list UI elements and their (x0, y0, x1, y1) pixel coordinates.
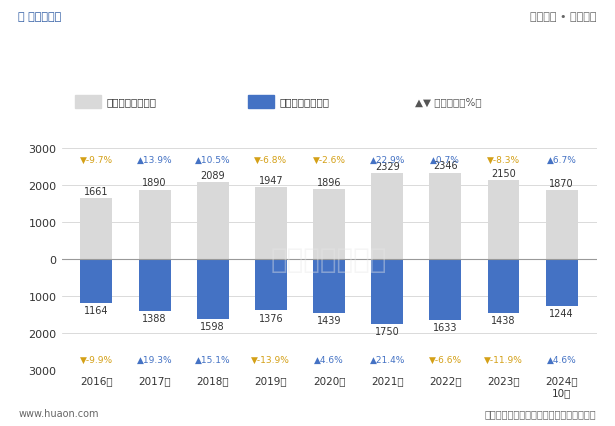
Text: 2150: 2150 (491, 168, 516, 178)
Text: ▲21.4%: ▲21.4% (370, 355, 405, 364)
Text: www.huaon.com: www.huaon.com (18, 408, 99, 418)
Text: 1750: 1750 (375, 327, 400, 337)
Bar (313, 190, 345, 260)
Bar (313, 260, 345, 313)
Bar (371, 174, 403, 260)
Text: 1633: 1633 (433, 322, 458, 332)
Text: 2346: 2346 (433, 161, 458, 171)
Text: ▲13.9%: ▲13.9% (137, 156, 172, 165)
Text: ▼-8.3%: ▼-8.3% (487, 156, 520, 165)
Bar (371, 260, 403, 325)
Text: ▼-2.6%: ▼-2.6% (312, 156, 346, 165)
Bar (488, 181, 520, 260)
Text: ▲15.1%: ▲15.1% (195, 355, 231, 364)
Text: ▲22.9%: ▲22.9% (370, 156, 405, 165)
Bar (197, 260, 229, 319)
Text: 1661: 1661 (84, 186, 109, 196)
Bar (488, 260, 520, 313)
Text: ▼-6.8%: ▼-6.8% (255, 156, 287, 165)
Text: ▲4.6%: ▲4.6% (314, 355, 344, 364)
Text: 1870: 1870 (549, 178, 574, 189)
Bar (197, 183, 229, 260)
Bar (81, 199, 113, 260)
Text: 进口额（亿美元）: 进口额（亿美元） (279, 97, 329, 107)
Text: 1890: 1890 (142, 178, 167, 188)
Text: 专业严谨 • 客观科学: 专业严谨 • 客观科学 (530, 12, 597, 22)
Text: ▼-13.9%: ▼-13.9% (252, 355, 290, 364)
Text: ▼-11.9%: ▼-11.9% (484, 355, 523, 364)
Text: 1164: 1164 (84, 305, 109, 315)
Bar (546, 191, 577, 260)
Text: ▲19.3%: ▲19.3% (137, 355, 172, 364)
Text: 2329: 2329 (375, 162, 400, 172)
Bar (255, 188, 287, 260)
Text: ▲0.7%: ▲0.7% (430, 156, 460, 165)
Text: 华经产业研究院: 华经产业研究院 (271, 246, 387, 274)
Bar (546, 260, 577, 306)
Text: 2089: 2089 (200, 170, 225, 181)
Bar (255, 260, 287, 311)
Text: ▼-6.6%: ▼-6.6% (429, 355, 462, 364)
Text: 1244: 1244 (549, 308, 574, 318)
Bar (138, 260, 170, 311)
Text: ▼-9.9%: ▼-9.9% (80, 355, 113, 364)
Bar (138, 190, 170, 260)
Text: 1388: 1388 (142, 313, 167, 323)
Bar (429, 260, 461, 320)
Text: 1439: 1439 (317, 315, 341, 325)
Bar (248, 95, 274, 109)
Text: ▲▼ 同比增长（%）: ▲▼ 同比增长（%） (415, 97, 482, 107)
Text: 1896: 1896 (317, 178, 341, 187)
Text: ▼-9.7%: ▼-9.7% (80, 156, 113, 165)
Text: 1947: 1947 (258, 176, 283, 186)
Text: ▲10.5%: ▲10.5% (195, 156, 231, 165)
Text: ▲4.6%: ▲4.6% (547, 355, 576, 364)
Text: 数据来源：中国海关、华经产业研究院整理: 数据来源：中国海关、华经产业研究院整理 (485, 408, 597, 418)
Bar (81, 260, 113, 303)
Text: 2016-2024年10月苏州市(境内目的地/货源地)进、出口额: 2016-2024年10月苏州市(境内目的地/货源地)进、出口额 (152, 48, 463, 63)
Text: 1376: 1376 (258, 313, 283, 323)
Text: 1438: 1438 (491, 315, 516, 325)
Text: 1598: 1598 (200, 321, 225, 331)
Text: 🔷 华经情报网: 🔷 华经情报网 (18, 12, 62, 22)
Text: ▲6.7%: ▲6.7% (547, 156, 577, 165)
Bar (429, 173, 461, 260)
Text: 出口额（亿美元）: 出口额（亿美元） (107, 97, 157, 107)
Bar (76, 95, 101, 109)
